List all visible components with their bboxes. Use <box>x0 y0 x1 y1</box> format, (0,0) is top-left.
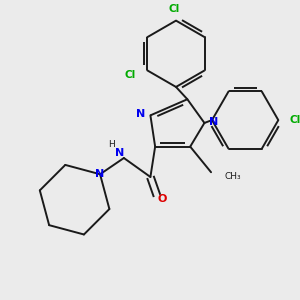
Text: Cl: Cl <box>290 115 300 125</box>
Text: O: O <box>157 194 167 204</box>
Text: Cl: Cl <box>169 4 180 14</box>
Text: CH₃: CH₃ <box>224 172 241 181</box>
Text: N: N <box>95 169 105 179</box>
Text: Cl: Cl <box>124 70 136 80</box>
Text: H: H <box>108 140 115 149</box>
Text: N: N <box>115 148 124 158</box>
Text: N: N <box>209 117 218 127</box>
Text: N: N <box>136 110 146 119</box>
